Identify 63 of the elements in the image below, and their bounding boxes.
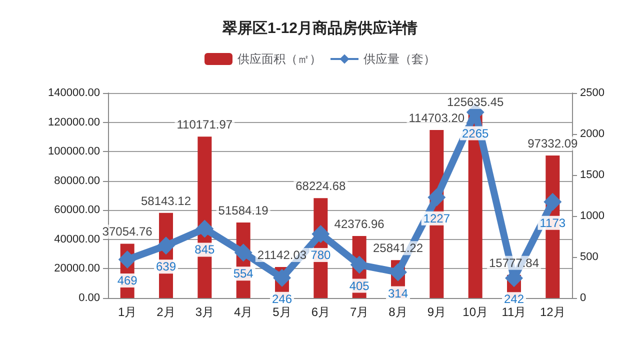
- point: [312, 225, 330, 244]
- point: [273, 268, 291, 287]
- chart-title: 翠屏区1-12月商品房供应详情: [221, 19, 418, 37]
- x-tick-label: 10月: [462, 305, 488, 319]
- data-label: 125635.45: [446, 95, 504, 110]
- y-tick-label: 120000.00: [48, 116, 100, 128]
- point: [389, 263, 407, 282]
- x-tick-label: 5月: [272, 305, 292, 319]
- data-label: 469: [117, 274, 138, 288]
- data-label: 37054.76: [102, 224, 153, 239]
- data-label: 780: [310, 248, 331, 262]
- data-label: 405: [349, 278, 370, 293]
- data-label: 246: [272, 292, 292, 306]
- point: [544, 192, 562, 211]
- x-tick-label: 7月: [350, 305, 369, 319]
- y-tick-label: 60000.00: [54, 204, 100, 216]
- x-tick-label: 1月: [118, 305, 137, 319]
- data-label: 242: [504, 292, 524, 306]
- x-tick-label: 3月: [195, 305, 214, 319]
- data-label: 68224.68: [296, 179, 346, 194]
- y-tick-label: 0.00: [78, 292, 100, 304]
- y2-tick-label: 1500: [580, 169, 604, 181]
- data-label: 51584.19: [218, 203, 269, 218]
- x-tick-label: 9月: [427, 305, 446, 319]
- y-tick-label: 140000.00: [48, 87, 100, 99]
- data-label: 42376.96: [334, 216, 385, 231]
- x-tick-label: 11月: [502, 305, 526, 319]
- legend-label: 供应面积（㎡）: [238, 52, 322, 66]
- point: [350, 256, 368, 274]
- y-tick-label: 80000.00: [54, 174, 100, 187]
- data-label: 1227: [423, 211, 450, 226]
- data-label: 58143.12: [140, 194, 192, 208]
- data-label: 639: [156, 260, 176, 274]
- y2-tick-label: 1000: [580, 210, 604, 222]
- point: [157, 236, 175, 255]
- y2-tick-label: 500: [580, 251, 598, 263]
- data-label: 15777.84: [488, 256, 540, 270]
- data-label: 314: [388, 286, 408, 300]
- y2-tick-label: 2000: [580, 128, 604, 140]
- data-label: 2265: [462, 126, 490, 140]
- y2-tick-label: 2500: [580, 87, 604, 99]
- y-tick-label: 20000.00: [54, 262, 100, 275]
- data-label: 845: [194, 242, 215, 257]
- point: [118, 250, 136, 269]
- point: [428, 188, 446, 206]
- y-tick-label: 100000.00: [48, 146, 100, 158]
- x-tick-label: 2月: [156, 305, 176, 319]
- x-tick-label: 4月: [234, 305, 253, 319]
- y2-tick-label: 0: [580, 292, 586, 304]
- x-tick-label: 12月: [540, 305, 566, 319]
- data-label: 110171.97: [176, 118, 233, 132]
- data-label: 21142.03: [257, 248, 307, 262]
- data-label: 554: [233, 266, 254, 281]
- legend-label: 供应量（套）: [364, 52, 436, 66]
- data-label: 114703.20: [408, 111, 465, 126]
- x-tick-label: 8月: [388, 305, 408, 319]
- point: [234, 244, 252, 262]
- data-label: 25841.22: [372, 241, 424, 256]
- point: [196, 220, 214, 238]
- data-label: 1173: [540, 216, 566, 230]
- y-tick-label: 40000.00: [54, 233, 100, 246]
- data-label: 97332.09: [528, 136, 578, 150]
- x-tick-label: 6月: [311, 305, 330, 319]
